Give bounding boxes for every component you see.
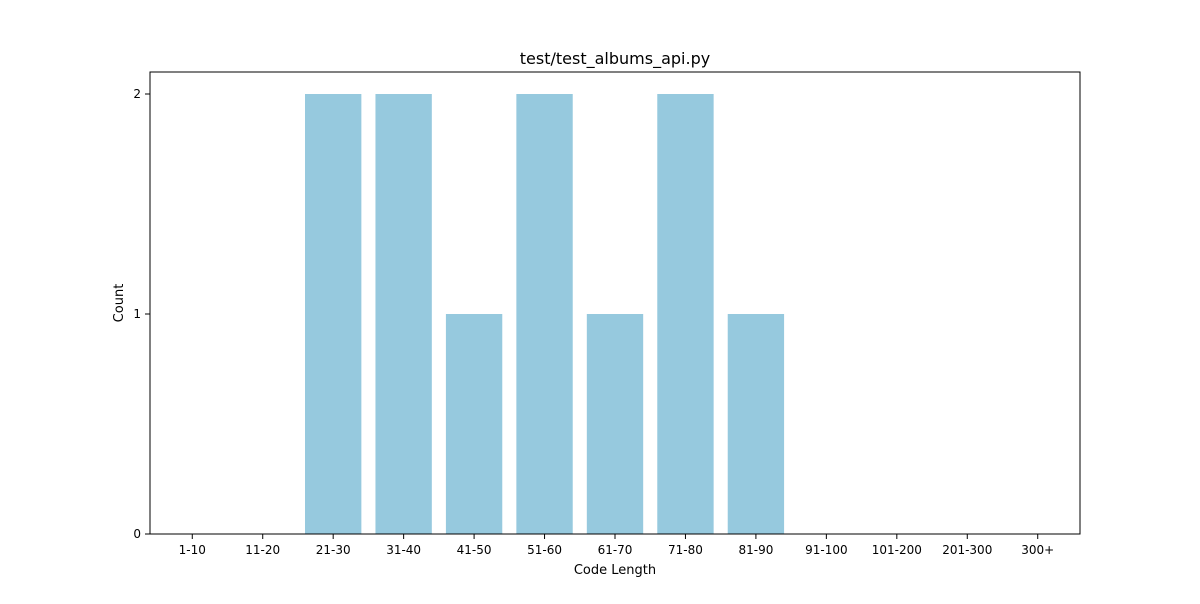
chart-title: test/test_albums_api.py <box>520 49 710 69</box>
x-tick-label: 31-40 <box>386 543 421 557</box>
x-tick-label: 21-30 <box>316 543 351 557</box>
y-tick-label: 1 <box>133 307 141 321</box>
y-tick-label: 2 <box>133 87 141 101</box>
bar-41-50 <box>445 314 503 534</box>
x-tick-label: 300+ <box>1021 543 1054 557</box>
x-tick-label: 51-60 <box>527 543 562 557</box>
bar-51-60 <box>516 94 573 534</box>
x-tick-label: 1-10 <box>179 543 206 557</box>
bar-31-40 <box>375 94 432 534</box>
x-tick-label: 201-300 <box>942 543 992 557</box>
x-tick-label: 101-200 <box>872 543 922 557</box>
x-tick-label: 71-80 <box>668 543 703 557</box>
x-axis-label: Code Length <box>574 563 656 578</box>
plot-frame <box>149 71 1081 535</box>
bar-61-70 <box>586 314 644 534</box>
x-tick-label: 81-90 <box>738 543 773 557</box>
y-ticks: 0 1 2 <box>133 87 150 541</box>
x-ticks: 1-10 11-20 21-30 31-40 41-50 51-60 61-70 71-80 8… <box>179 534 1054 557</box>
y-tick-label: 0 <box>133 527 141 541</box>
x-tick-label: 41-50 <box>457 543 492 557</box>
x-tick-label: 11-20 <box>245 543 280 557</box>
bars-layer <box>305 94 785 534</box>
x-tick-label: 61-70 <box>598 543 633 557</box>
x-tick-label: 91-100 <box>805 543 848 557</box>
bar-21-30 <box>305 94 362 534</box>
y-axis-label: Count <box>112 284 127 323</box>
bar-81-90 <box>727 314 785 534</box>
bar-71-80 <box>657 94 714 534</box>
